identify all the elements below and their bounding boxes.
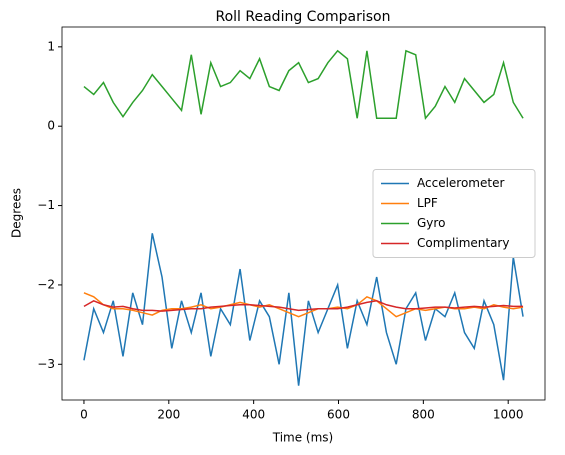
y-tick-label: −1 <box>37 198 55 212</box>
legend: Accelerometer LPF Gyro Complimentary <box>372 169 536 258</box>
x-tick-label: 400 <box>242 408 265 422</box>
legend-label: Complimentary <box>417 236 509 250</box>
y-tick-label: −2 <box>37 277 55 291</box>
series-line <box>83 299 524 312</box>
x-tick-label: 800 <box>412 408 435 422</box>
series-line <box>83 49 524 121</box>
legend-label: Accelerometer <box>417 176 504 190</box>
x-axis-label: Time (ms) <box>272 431 334 445</box>
legend-box <box>372 169 536 258</box>
x-tick-label: 1000 <box>493 408 524 422</box>
plot-frame <box>61 26 546 401</box>
legend-label: LPF <box>417 196 438 210</box>
y-tick-label: 1 <box>47 39 55 53</box>
y-tick-label: −3 <box>37 357 55 371</box>
series-line <box>83 233 524 386</box>
x-tick-label: 600 <box>327 408 350 422</box>
legend-label: Gyro <box>417 216 445 230</box>
y-axis-label: Degrees <box>10 188 24 238</box>
x-tick-label: 0 <box>80 408 88 422</box>
chart-title: Roll Reading Comparison <box>216 9 391 25</box>
x-tick-label: 200 <box>157 408 180 422</box>
y-tick-label: 0 <box>47 119 55 133</box>
